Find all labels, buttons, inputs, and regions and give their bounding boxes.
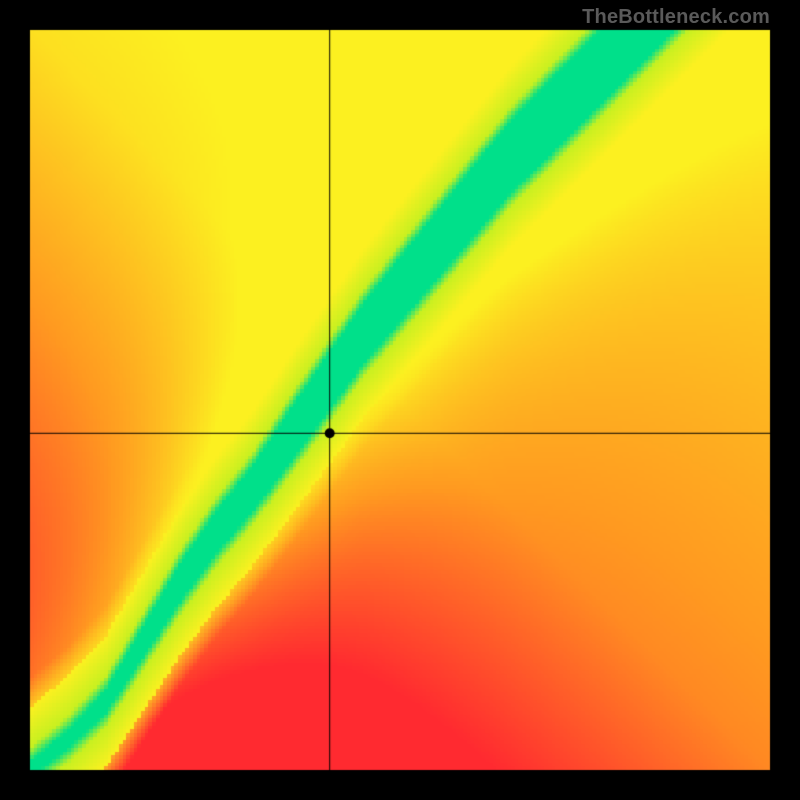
watermark-text: TheBottleneck.com	[582, 6, 770, 29]
heatmap-canvas	[0, 0, 800, 800]
chart-container: TheBottleneck.com	[0, 0, 800, 800]
